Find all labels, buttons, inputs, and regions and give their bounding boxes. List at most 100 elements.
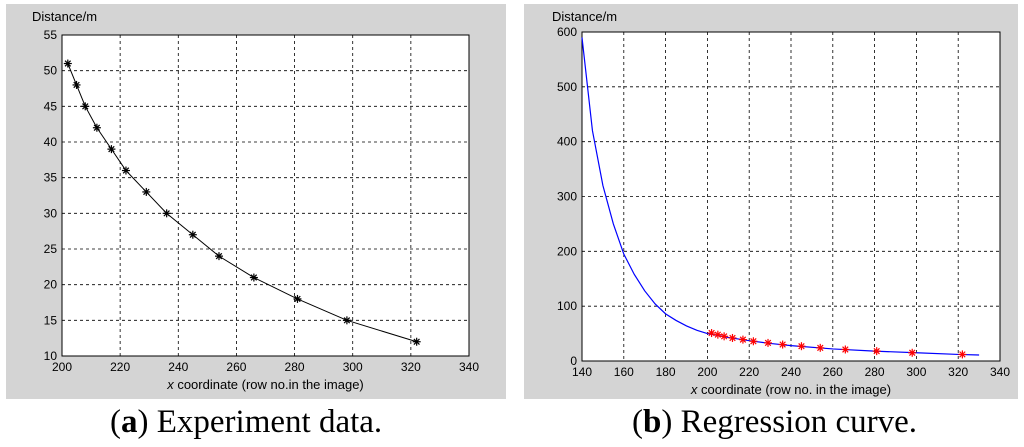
chart-a-ytick-label: 40	[44, 135, 58, 149]
chart-b-xtick-label: 240	[781, 365, 801, 379]
chart-a-data-point	[63, 59, 72, 68]
chart-b-ytick-label: 0	[570, 354, 577, 368]
chart-b-data-point	[749, 337, 758, 346]
chart-a-ytick-label: 25	[44, 242, 58, 256]
chart-a-ytick-label: 15	[44, 313, 58, 327]
asterisk-stroke	[908, 349, 916, 356]
chart-a-data-point	[293, 294, 302, 303]
chart-b-data-point	[797, 342, 806, 351]
chart-b-data-point	[958, 350, 967, 359]
chart-a-data-point	[188, 230, 197, 239]
chart-b-ytick-label: 400	[557, 135, 577, 149]
chart-a-data-point	[412, 337, 421, 346]
caption-a-letter: a	[121, 404, 138, 440]
chart-b-xtick-label: 340	[990, 365, 1010, 379]
asterisk-stroke	[73, 81, 80, 89]
caption-b-letter: b	[643, 404, 662, 440]
chart-a-ylabel: Distance/m	[32, 9, 97, 24]
chart-b-xtick-label: 160	[614, 365, 634, 379]
asterisk-stroke	[873, 347, 880, 355]
asterisk-stroke	[294, 295, 301, 303]
caption-a: (a) Experiment data.	[110, 404, 383, 440]
asterisk-stroke	[250, 274, 258, 281]
chart-panel-b: 140 160 180 200 220 240 260 280 300 320 340 0 100 200…	[524, 4, 1018, 399]
chart-a-data-point	[121, 166, 130, 175]
chart-b-ylabel: Distance/m	[552, 9, 617, 24]
chart-a-data-point	[249, 273, 258, 282]
chart-b-ytick-label: 300	[557, 190, 577, 204]
chart-a-xlabel: x coordinate (row no.in the image)	[166, 377, 364, 392]
chart-b-svg: 140 160 180 200 220 240 260 280 300 320 340 0 100 200…	[552, 9, 1010, 397]
asterisk-stroke	[720, 333, 728, 340]
chart-a-svg: 200 220 240 260 280 300 320 340 10 15 20 25 30 35 40 45…	[32, 9, 479, 392]
asterisk-stroke	[779, 341, 786, 348]
caption-a-text: Experiment data.	[148, 404, 383, 440]
asterisk-stroke	[64, 60, 72, 67]
chart-a-data-point	[214, 252, 223, 261]
chart-b-data-point	[738, 335, 747, 344]
chart-a-data-point	[107, 145, 116, 154]
chart-a-data-point	[92, 123, 101, 132]
chart-a-ytick-label: 45	[44, 99, 58, 113]
asterisk-stroke	[739, 336, 747, 343]
chart-b-data-point	[816, 343, 825, 352]
chart-a-data-point	[81, 102, 90, 111]
chart-b-data-point	[707, 329, 716, 338]
chart-panel-a: 200 220 240 260 280 300 320 340 10 15 20 25 30 35 40 45…	[6, 4, 506, 399]
asterisk-stroke	[122, 167, 130, 174]
asterisk-stroke	[764, 339, 772, 347]
asterisk-stroke	[93, 124, 101, 131]
chart-b-xtick-label: 280	[865, 365, 885, 379]
asterisk-stroke	[729, 334, 736, 342]
caption-b: (b) Regression curve.	[632, 404, 918, 440]
chart-b-xlabel: x coordinate (row no. in the image)	[690, 382, 891, 397]
chart-a-ytick-label: 30	[44, 206, 58, 220]
chart-b-ytick-label: 200	[557, 244, 577, 258]
asterisk-stroke	[714, 331, 722, 338]
asterisk-stroke	[108, 145, 115, 153]
chart-b-ytick-label: 100	[557, 299, 577, 313]
chart-b-ytick-label: 600	[557, 25, 577, 39]
chart-b-xtick-label: 200	[697, 365, 717, 379]
chart-a-xtick-label: 220	[110, 360, 130, 374]
chart-b-data-point	[841, 345, 850, 354]
chart-b-xlabel-rest: coordinate (row no. in the image)	[697, 382, 891, 397]
chart-b-data-point	[764, 338, 773, 347]
chart-a-xlabel-italic: x	[166, 377, 174, 392]
asterisk-stroke	[750, 338, 757, 345]
asterisk-stroke	[143, 188, 150, 196]
chart-b-ytick-label: 500	[557, 80, 577, 94]
asterisk-stroke	[215, 252, 223, 260]
chart-b-data-point	[778, 340, 787, 349]
chart-a-series-line	[67, 63, 417, 343]
chart-a-xtick-label: 300	[343, 360, 363, 374]
chart-b-xtick-label: 260	[823, 365, 843, 379]
asterisk-stroke	[82, 103, 89, 110]
chart-a-xtick-label: 260	[226, 360, 246, 374]
asterisk-stroke	[163, 210, 170, 217]
chart-a-plot-area	[61, 34, 470, 357]
chart-b-data-point	[908, 348, 917, 357]
chart-a-ytick-label: 55	[44, 28, 58, 42]
chart-a-ytick-label: 50	[44, 64, 58, 78]
asterisk-stroke	[817, 344, 824, 352]
chart-b-xtick-label: 300	[906, 365, 926, 379]
chart-a-xlabel-rest: coordinate (row no.in the image)	[174, 377, 364, 392]
chart-b-data-point	[872, 347, 881, 356]
chart-b-data-point	[713, 330, 722, 339]
chart-a-xtick-label: 200	[52, 360, 72, 374]
asterisk-stroke	[413, 338, 420, 345]
chart-a-ytick-label: 20	[44, 278, 58, 292]
asterisk-stroke	[959, 351, 966, 358]
chart-a-data-point	[72, 80, 81, 89]
chart-b-xtick-label: 180	[656, 365, 676, 379]
asterisk-stroke	[708, 329, 715, 337]
chart-b-xtick-label: 320	[948, 365, 968, 379]
chart-b-regression-curve	[581, 37, 980, 356]
chart-b-xtick-label: 220	[739, 365, 759, 379]
chart-a-ytick-label: 10	[44, 349, 58, 363]
chart-b-data-point	[720, 332, 729, 341]
caption-b-text: Regression curve.	[672, 404, 918, 440]
chart-a-data-point	[342, 316, 351, 325]
asterisk-stroke	[343, 317, 351, 324]
